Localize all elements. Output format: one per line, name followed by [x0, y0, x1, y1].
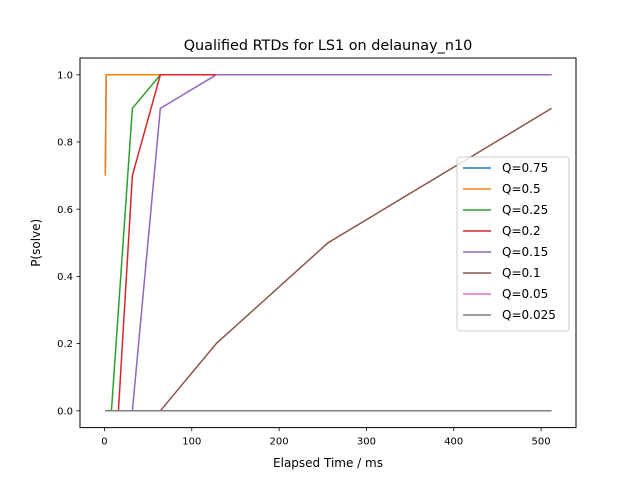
y-axis-label: P(solve): [29, 219, 43, 267]
x-axis-label: Elapsed Time / ms: [273, 456, 383, 470]
legend-label: Q=0.25: [502, 203, 548, 217]
legend-label: Q=0.5: [502, 182, 541, 196]
x-tick-label: 300: [357, 437, 376, 448]
x-tick-label: 500: [532, 437, 551, 448]
legend-label: Q=0.2: [502, 224, 541, 238]
legend-box: [456, 156, 570, 332]
legend-label: Q=0.05: [502, 287, 548, 301]
x-axis: 0 100 200 300 400 500: [101, 427, 551, 448]
y-axis: 0.0 0.2 0.4 0.6 0.8 1.0: [57, 70, 80, 417]
legend-label: Q=0.1: [502, 266, 541, 280]
legend-label: Q=0.025: [502, 308, 556, 322]
legend: Q=0.75 Q=0.5 Q=0.25 Q=0.2 Q=0.15 Q=0.1 Q=0.05 Q…: [456, 156, 570, 332]
y-tick-label: 0.6: [57, 205, 73, 216]
x-tick-label: 100: [182, 437, 201, 448]
plot-series: [104, 74, 552, 412]
y-tick-label: 1.0: [57, 70, 73, 81]
x-tick-label: 400: [444, 437, 463, 448]
plot-frame: [79, 57, 577, 429]
y-tick-label: 0.4: [57, 272, 73, 283]
x-tick-label: 200: [270, 437, 289, 448]
y-tick-label: 0.2: [57, 339, 73, 350]
chart-title: Qualified RTDs for LS1 on delaunay_n10: [184, 38, 473, 54]
legend-label: Q=0.15: [502, 245, 548, 259]
x-tick-label: 0: [101, 437, 107, 448]
y-tick-label: 0.0: [57, 406, 73, 417]
legend-label: Q=0.75: [502, 161, 548, 175]
y-tick-label: 0.8: [57, 138, 73, 149]
